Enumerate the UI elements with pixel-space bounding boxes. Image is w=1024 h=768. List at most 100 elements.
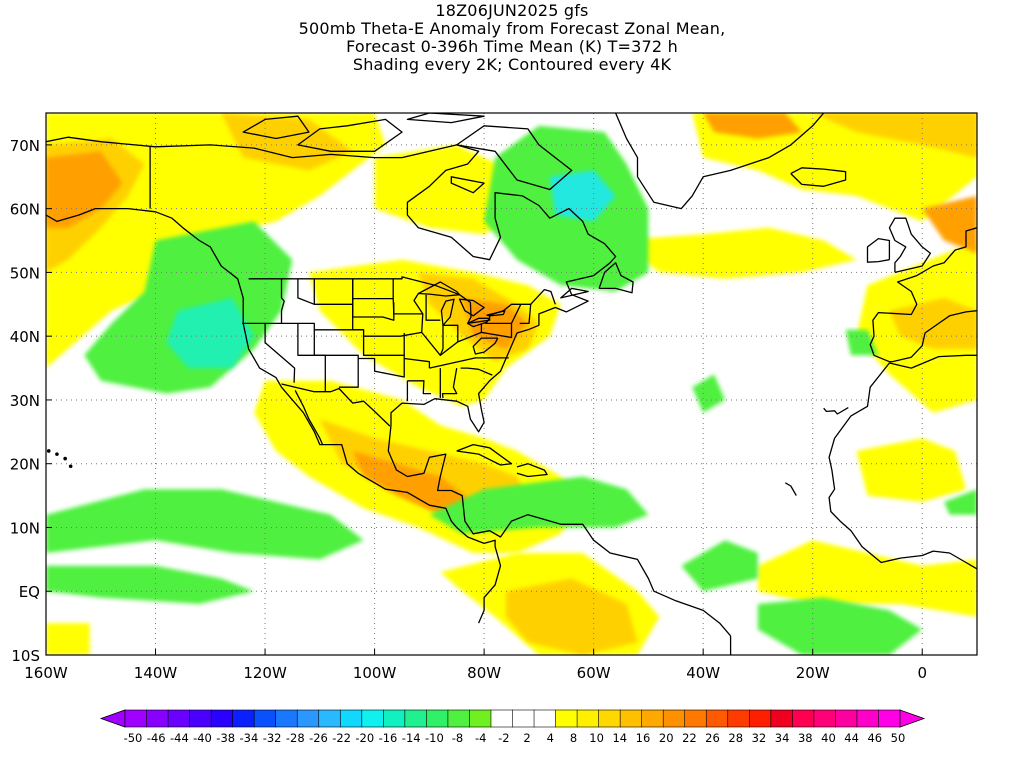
colorbar-label: -28 bbox=[286, 731, 305, 745]
coastline-segment bbox=[784, 482, 797, 496]
shade-region bbox=[692, 374, 726, 413]
colorbar-label: -2 bbox=[498, 731, 509, 745]
island-dot bbox=[55, 452, 59, 456]
coastline-segment bbox=[790, 167, 847, 187]
colorbar-swatch bbox=[253, 709, 277, 728]
lat-tick-label: 50N bbox=[10, 264, 40, 282]
shade-region bbox=[352, 451, 474, 515]
coastline-island bbox=[440, 298, 455, 326]
colorbar-label: 34 bbox=[775, 731, 790, 745]
colorbar-label: -50 bbox=[124, 731, 143, 745]
coastline-segment bbox=[441, 367, 458, 399]
colorbar-swatch bbox=[124, 709, 148, 728]
shade-region bbox=[944, 489, 977, 515]
coastline-segment bbox=[510, 304, 522, 324]
lon-tick-label: 40W bbox=[686, 664, 720, 682]
header-line-4: Shading every 2K; Contoured every 4K bbox=[352, 55, 672, 74]
lat-tick-label: 20N bbox=[10, 456, 40, 474]
colorbar-swatch bbox=[662, 709, 686, 728]
coastline-island bbox=[450, 176, 485, 194]
colorbar-swatch bbox=[490, 709, 514, 728]
colorbar-label: -44 bbox=[170, 731, 189, 745]
lat-tick-label: 60N bbox=[10, 201, 40, 219]
colorbar-label: 50 bbox=[891, 731, 906, 745]
colorbar-swatch bbox=[878, 709, 901, 728]
coastline-segment bbox=[598, 262, 634, 294]
coastline-island bbox=[486, 310, 506, 317]
coastline-segment bbox=[869, 227, 977, 363]
lat-tick-label: 40N bbox=[10, 328, 40, 346]
colorbar-swatch bbox=[598, 709, 621, 728]
colorbar-label: 22 bbox=[682, 731, 697, 745]
colorbar-swatch bbox=[835, 709, 858, 728]
colorbar-swatch bbox=[576, 709, 600, 728]
coastline-segment bbox=[828, 354, 977, 570]
theta-e-shading bbox=[46, 113, 977, 655]
lon-tick-label: 100W bbox=[353, 664, 397, 682]
colorbar-label: 38 bbox=[798, 731, 813, 745]
shade-region bbox=[46, 151, 123, 228]
coastline-segment bbox=[358, 336, 405, 378]
colorbar-swatch bbox=[792, 709, 815, 728]
shade-region bbox=[703, 113, 802, 139]
colorbar-label: 10 bbox=[589, 731, 604, 745]
header-line-1: 18Z06JUN2025 gfs bbox=[435, 1, 589, 20]
coastline-segment bbox=[392, 298, 424, 333]
lon-tick-label: 80W bbox=[467, 664, 501, 682]
coastline-segment bbox=[294, 390, 324, 445]
colorbar-swatch bbox=[684, 709, 707, 728]
colorbar-label: 20 bbox=[659, 731, 674, 745]
colorbar-swatch bbox=[555, 709, 578, 728]
coastline-segment bbox=[281, 383, 391, 427]
colorbar-swatch bbox=[426, 709, 449, 728]
colorbar-swatch bbox=[167, 709, 191, 728]
lon-tick-label: 140W bbox=[134, 664, 178, 682]
colorbar-swatch bbox=[447, 709, 471, 728]
coastline-segment bbox=[413, 293, 424, 315]
colorbar-label: 28 bbox=[728, 731, 743, 745]
lat-tick-label: 10S bbox=[11, 647, 40, 665]
colorbar-label: -10 bbox=[425, 731, 444, 745]
coastline-segment bbox=[404, 357, 431, 369]
header-line-3: Forecast 0-396h Time Mean (K) T=372 h bbox=[346, 37, 678, 56]
header-line-2: 500mb Theta-E Anomaly from Forecast Zona… bbox=[298, 19, 726, 38]
shade-region bbox=[46, 489, 364, 560]
coastline-segment bbox=[387, 425, 732, 637]
coastline-segment bbox=[46, 207, 502, 624]
colorbar-label: 8 bbox=[570, 731, 577, 745]
lon-tick-label: 60W bbox=[577, 664, 611, 682]
colorbar-swatch bbox=[856, 709, 880, 728]
coastline-island bbox=[456, 125, 573, 191]
colorbar-label: -32 bbox=[263, 731, 282, 745]
coastline-segment bbox=[888, 217, 932, 274]
coastline-segment bbox=[46, 136, 617, 433]
shade-region bbox=[46, 623, 90, 655]
coastline-segment bbox=[264, 323, 296, 383]
coastline-island bbox=[560, 287, 589, 299]
colorbar-swatch bbox=[318, 709, 341, 728]
shade-region bbox=[922, 195, 977, 254]
coastline-segment bbox=[456, 443, 513, 466]
colorbar-label: 44 bbox=[844, 731, 859, 745]
coastline-segment bbox=[425, 294, 441, 321]
colorbar-swatch bbox=[275, 709, 298, 728]
coastline-island bbox=[406, 113, 485, 124]
lon-tick-label: 160W bbox=[24, 664, 68, 682]
shade-region bbox=[757, 597, 923, 655]
shade-region bbox=[221, 113, 353, 171]
colorbar-label: 14 bbox=[612, 731, 627, 745]
colorbar-swatch bbox=[189, 709, 212, 728]
island-dot bbox=[63, 456, 67, 461]
shade-region bbox=[856, 438, 966, 502]
colorbar-swatch bbox=[232, 709, 255, 728]
shade-region bbox=[319, 419, 528, 515]
coastline-segment bbox=[460, 367, 493, 376]
shade-region bbox=[615, 227, 857, 279]
colorbar-arrow-right bbox=[899, 709, 926, 728]
colorbar-swatch bbox=[404, 709, 427, 728]
lat-tick-label: 30N bbox=[10, 392, 40, 410]
lon-tick-label: 20W bbox=[796, 664, 830, 682]
coastline-island bbox=[242, 115, 310, 140]
colorbar-label: 40 bbox=[821, 731, 836, 745]
